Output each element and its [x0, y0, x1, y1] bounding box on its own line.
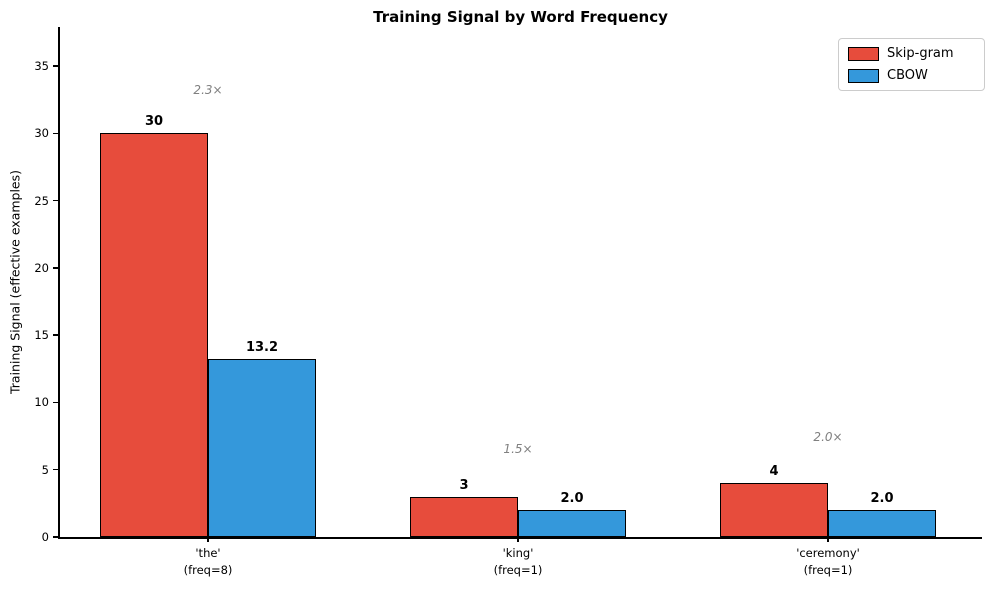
y-tick-mark: [53, 469, 58, 471]
bar-value-label: 4: [769, 464, 779, 480]
category-frequency: (freq=1): [493, 563, 543, 578]
chart-title: Training Signal by Word Frequency: [373, 8, 668, 26]
x-tick-mark: [827, 537, 829, 542]
x-axis-spine: [58, 537, 982, 539]
y-tick-mark: [53, 401, 58, 404]
y-tick-label: 5: [41, 462, 49, 477]
y-tick-label: 25: [34, 193, 49, 208]
bar-cbow-2: [828, 510, 936, 537]
legend-label: Skip-gram: [887, 46, 954, 61]
category-frequency: (freq=8): [183, 563, 233, 578]
legend-item-cbow: CBOW: [848, 68, 975, 83]
bar-skip-gram-1: [410, 496, 518, 537]
y-tick-label: 20: [34, 260, 49, 275]
x-tick-label: 'ceremony' (freq=1): [796, 545, 860, 580]
cbow-swatch: [848, 68, 879, 83]
plot-area: 30 3 4 13.2 2.0 2.0 2.3× 1.5× 2.0×: [53, 27, 982, 542]
category-word: 'ceremony': [796, 546, 860, 560]
category-word: 'the': [195, 546, 221, 560]
ratio-annotation: 2.3×: [193, 82, 223, 97]
bar-value-label: 2.0: [560, 491, 584, 507]
bar-value-label: 3: [459, 477, 469, 493]
bar-skip-gram-0: [100, 133, 208, 537]
y-tick-label: 35: [34, 59, 49, 74]
x-tick-mark: [207, 537, 209, 542]
bar-cbow-0: [208, 359, 316, 537]
y-tick-mark: [53, 65, 58, 67]
y-tick-mark: [53, 536, 58, 538]
x-tick-mark: [517, 537, 519, 542]
category-word: 'king': [502, 546, 534, 560]
bar-value-label: 2.0: [870, 491, 894, 507]
y-tick-mark: [53, 199, 58, 202]
ratio-annotation: 1.5×: [503, 442, 533, 457]
y-axis-spine: [58, 27, 60, 538]
y-tick-mark: [53, 334, 58, 336]
bar-value-label: 30: [144, 114, 164, 130]
y-tick-label: 30: [34, 126, 49, 141]
category-frequency: (freq=1): [803, 563, 853, 578]
bar-cbow-1: [518, 510, 626, 537]
y-tick-label: 10: [34, 395, 49, 410]
y-tick-mark: [53, 267, 58, 269]
legend-label: CBOW: [887, 68, 928, 83]
bar-skip-gram-2: [720, 483, 828, 537]
x-tick-label: 'king' (freq=1): [494, 545, 543, 580]
bar-value-label: 13.2: [245, 340, 279, 356]
y-tick-mark: [53, 132, 58, 134]
ratio-annotation: 2.0×: [813, 430, 843, 445]
y-tick-label: 15: [34, 328, 49, 343]
legend-item-skip-gram: Skip-gram: [848, 46, 975, 61]
skip-gram-swatch: [848, 46, 879, 61]
legend: Skip-gram CBOW: [838, 38, 985, 91]
x-tick-label: 'the' (freq=8): [184, 545, 233, 580]
y-tick-label: 0: [41, 530, 49, 544]
